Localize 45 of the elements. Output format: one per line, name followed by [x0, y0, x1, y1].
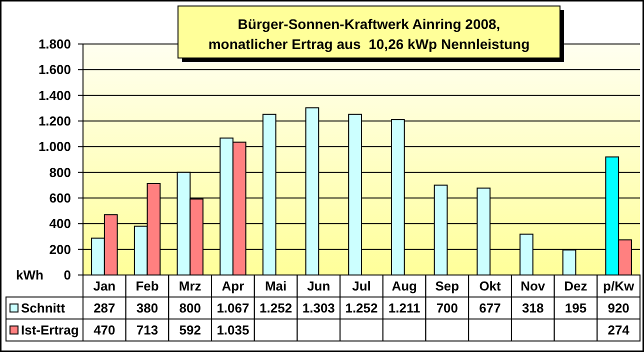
y-tick-label: 1.600 — [38, 62, 71, 78]
x-tick-label: Jul — [352, 278, 371, 294]
legend-label: Ist-Ertrag — [21, 322, 79, 338]
x-tick-label: Okt — [479, 278, 502, 294]
x-tick-label: Jan — [93, 278, 116, 294]
data-label: 592 — [179, 322, 201, 338]
data-label: 470 — [94, 322, 116, 338]
data-label: 287 — [94, 300, 116, 316]
data-label: 1.211 — [388, 300, 420, 316]
data-label: 1.067 — [216, 300, 250, 316]
x-tick-label: Jun — [307, 278, 330, 294]
y-axis-title: kWh — [16, 268, 44, 283]
x-tick-label: Mrz — [178, 278, 202, 294]
x-tick-label: Apr — [222, 278, 244, 294]
data-label: 800 — [179, 300, 201, 316]
y-tick-label: 0 — [64, 268, 71, 283]
chart-title: Bürger-Sonnen-Kraftwerk Ainring 2008, monatlicher Ertrag aus 10,26 kWp Nennleistung — [208, 16, 530, 52]
y-tick-label: 1.800 — [38, 36, 71, 52]
data-label: 318 — [522, 300, 544, 316]
y-tick-label: 800 — [49, 164, 71, 180]
x-tick-label: Aug — [392, 278, 418, 294]
x-tick-label: Feb — [136, 278, 159, 294]
data-label: 700 — [436, 300, 458, 316]
x-tick-label: Dez — [564, 278, 588, 294]
data-label: 1.252 — [260, 300, 292, 316]
x-tick-label: Sep — [435, 278, 460, 294]
y-tick-label: 1.000 — [38, 139, 71, 154]
y-tick-label: 400 — [49, 216, 71, 232]
data-label: 274 — [608, 322, 630, 338]
legend-label: Schnitt — [21, 300, 66, 316]
data-label: 1.303 — [302, 300, 335, 316]
data-label: 195 — [564, 300, 587, 316]
data-label: 1.035 — [216, 322, 250, 338]
y-tick-label: 200 — [49, 242, 71, 257]
data-label: 677 — [479, 300, 501, 316]
data-label: 713 — [136, 322, 158, 338]
y-tick-label: 1.200 — [38, 114, 71, 129]
y-tick-label: 600 — [49, 190, 71, 206]
data-label: 1.252 — [345, 300, 378, 316]
x-tick-label: Nov — [520, 278, 546, 294]
data-label: 380 — [136, 300, 158, 316]
data-label: 920 — [608, 300, 630, 316]
y-tick-label: 1.400 — [38, 88, 71, 103]
x-tick-label: Mai — [264, 278, 287, 294]
x-tick-label: p/Kw — [603, 278, 635, 294]
